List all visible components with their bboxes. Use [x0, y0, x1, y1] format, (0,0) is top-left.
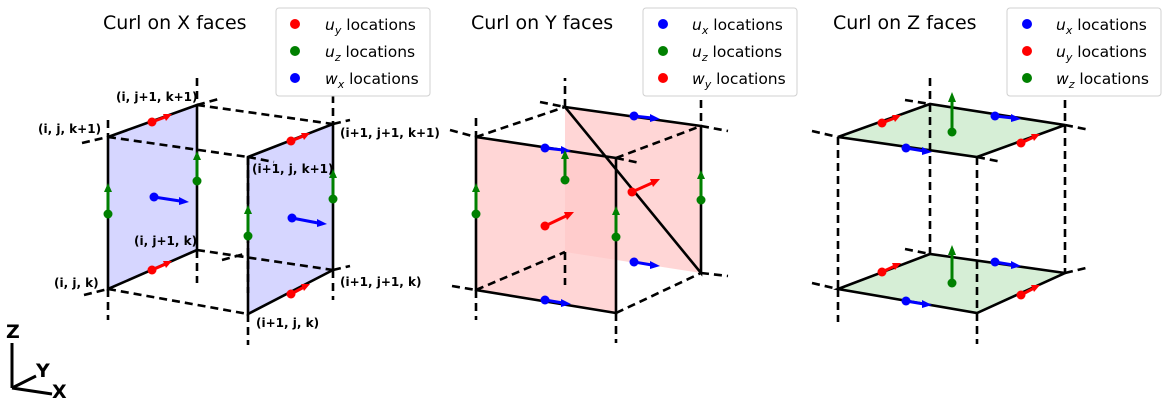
node-label: (i, j+1, k+1): [116, 90, 197, 104]
panel-title: Curl on Y faces: [471, 12, 613, 34]
legend-entry: ux locations: [692, 16, 783, 37]
node-label: (i+1, j+1, k+1): [340, 126, 440, 140]
grid-lines: [81, 78, 351, 345]
legend-entry: uz locations: [692, 43, 782, 64]
node-label: (i+1, j, k+1): [252, 162, 333, 176]
legend-entry: uy locations: [1056, 43, 1147, 64]
legend-entry: wy locations: [692, 70, 786, 91]
legend-marker: [1022, 46, 1032, 56]
panel-y-faces: Curl on Y faces: [449, 7, 798, 343]
arrows: [877, 92, 1040, 308]
arrows: [471, 111, 706, 307]
legend-entry: wz locations: [1056, 70, 1149, 91]
panel-title: Curl on Z faces: [833, 12, 977, 34]
grid-lines: [811, 78, 1091, 344]
axis-triad: Z Y X: [6, 321, 67, 403]
legend-marker: [658, 73, 668, 83]
legend: ux locations uz locations wy locations: [642, 7, 798, 97]
legend: uy locations uz locations wx locations: [275, 7, 431, 97]
grid-lines: [449, 78, 729, 343]
panel-title: Curl on X faces: [103, 12, 247, 34]
panel-z-faces: Curl on Z faces: [811, 7, 1162, 344]
legend: ux locations uy locations wz locations: [1006, 7, 1162, 97]
legend-marker: [290, 73, 300, 83]
legend-marker: [1022, 19, 1032, 29]
legend-entry: uy locations: [325, 16, 416, 37]
panel-x-faces: Curl on X faces: [38, 7, 440, 345]
axis-label-x: X: [52, 381, 67, 403]
node-label: (i+1, j, k): [256, 316, 319, 330]
node-label: (i, j, k+1): [38, 122, 101, 136]
node-label: (i+1, j+1, k): [340, 275, 421, 289]
node-label: (i, j, k): [54, 276, 99, 290]
legend-marker: [658, 19, 668, 29]
legend-entry: wx locations: [325, 70, 419, 91]
legend-entry: ux locations: [1056, 16, 1147, 37]
legend-marker: [658, 46, 668, 56]
legend-marker: [290, 19, 300, 29]
legend-marker: [290, 46, 300, 56]
arrows: [103, 114, 338, 299]
legend-entry: uz locations: [325, 43, 415, 64]
axis-label-z: Z: [6, 321, 20, 343]
legend-marker: [1022, 73, 1032, 83]
axis-label-y: Y: [35, 360, 50, 382]
node-label: (i, j+1, k): [134, 234, 197, 248]
